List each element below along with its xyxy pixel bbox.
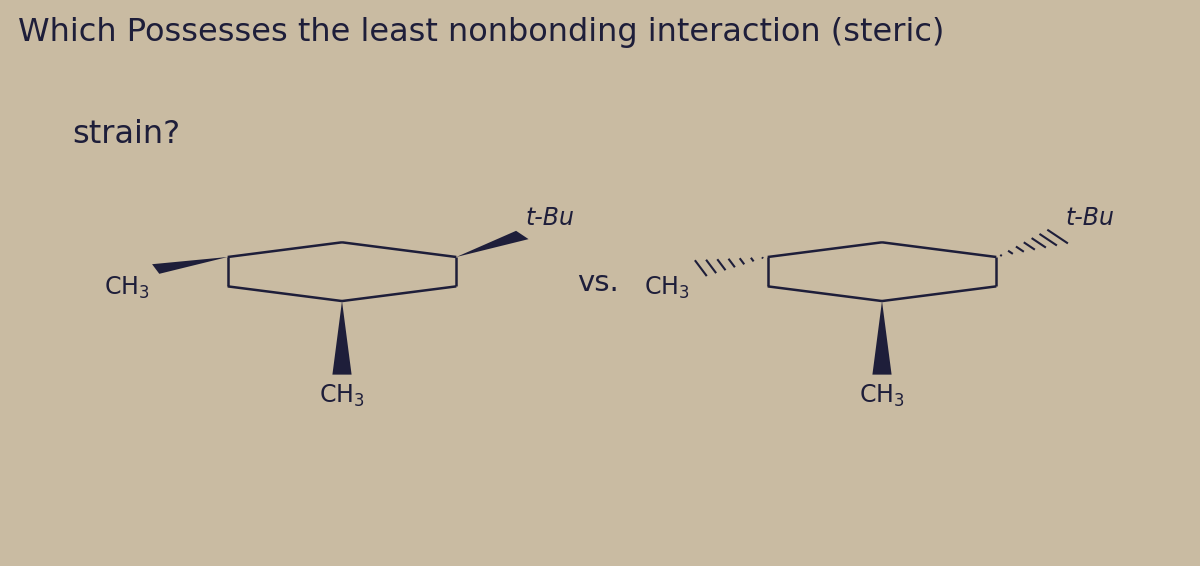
- Polygon shape: [152, 257, 228, 274]
- Text: vs.: vs.: [577, 269, 618, 297]
- Polygon shape: [456, 231, 528, 257]
- Text: CH$_3$: CH$_3$: [644, 275, 690, 301]
- Text: t-Bu: t-Bu: [1066, 207, 1115, 230]
- Text: CH$_3$: CH$_3$: [319, 383, 365, 409]
- Text: CH$_3$: CH$_3$: [104, 275, 150, 301]
- Text: t-Bu: t-Bu: [526, 207, 575, 230]
- Text: strain?: strain?: [72, 119, 180, 150]
- Polygon shape: [872, 301, 892, 375]
- Text: Which Possesses the least nonbonding interaction (steric): Which Possesses the least nonbonding int…: [18, 17, 944, 48]
- Text: CH$_3$: CH$_3$: [859, 383, 905, 409]
- Polygon shape: [332, 301, 352, 375]
